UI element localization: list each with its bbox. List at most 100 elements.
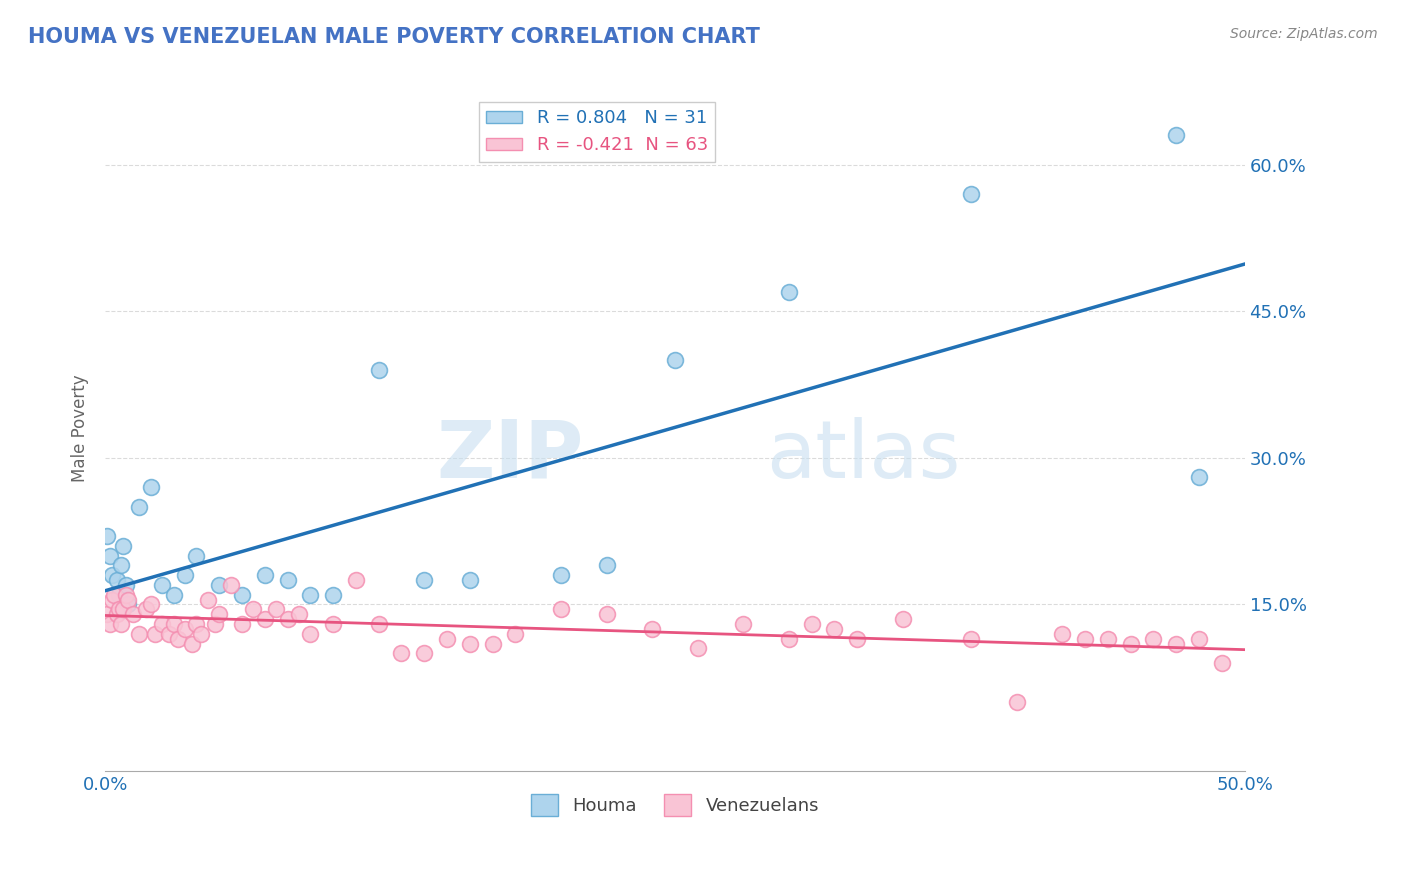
Point	[242, 602, 264, 616]
Point	[167, 632, 190, 646]
Point	[1119, 637, 1142, 651]
Point	[322, 617, 344, 632]
Point	[733, 617, 755, 632]
Point	[481, 637, 503, 651]
Point	[550, 568, 572, 582]
Point	[128, 627, 150, 641]
Point	[143, 627, 166, 641]
Point	[98, 617, 121, 632]
Point	[117, 598, 139, 612]
Point	[180, 637, 202, 651]
Point	[322, 588, 344, 602]
Point	[276, 612, 298, 626]
Point	[595, 558, 617, 573]
Point	[253, 568, 276, 582]
Point	[174, 568, 197, 582]
Point	[1074, 632, 1097, 646]
Point	[288, 607, 311, 622]
Legend: Houma, Venezuelans: Houma, Venezuelans	[523, 787, 827, 823]
Point	[208, 578, 231, 592]
Point	[299, 588, 322, 602]
Point	[1188, 470, 1211, 484]
Point	[1052, 627, 1074, 641]
Point	[253, 612, 276, 626]
Point	[108, 602, 131, 616]
Point	[550, 602, 572, 616]
Point	[391, 646, 413, 660]
Point	[101, 592, 124, 607]
Point	[150, 617, 173, 632]
Point	[458, 573, 481, 587]
Point	[778, 632, 800, 646]
Point	[344, 573, 367, 587]
Point	[103, 588, 125, 602]
Point	[139, 480, 162, 494]
Point	[112, 539, 135, 553]
Point	[413, 573, 436, 587]
Point	[1166, 128, 1188, 143]
Point	[150, 578, 173, 592]
Point	[174, 622, 197, 636]
Point	[110, 617, 132, 632]
Text: Source: ZipAtlas.com: Source: ZipAtlas.com	[1230, 27, 1378, 41]
Point	[458, 637, 481, 651]
Point	[1097, 632, 1119, 646]
Point	[595, 607, 617, 622]
Point	[204, 617, 226, 632]
Point	[846, 632, 869, 646]
Point	[101, 568, 124, 582]
Point	[186, 549, 208, 563]
Point	[162, 588, 184, 602]
Point	[186, 617, 208, 632]
Text: HOUMA VS VENEZUELAN MALE POVERTY CORRELATION CHART: HOUMA VS VENEZUELAN MALE POVERTY CORRELA…	[28, 27, 761, 46]
Text: ZIP: ZIP	[436, 417, 583, 495]
Point	[108, 588, 131, 602]
Point	[891, 612, 914, 626]
Y-axis label: Male Poverty: Male Poverty	[72, 375, 89, 483]
Point	[686, 641, 709, 656]
Point	[190, 627, 212, 641]
Point	[505, 627, 527, 641]
Text: atlas: atlas	[766, 417, 960, 495]
Point	[117, 592, 139, 607]
Point	[641, 622, 664, 636]
Point	[367, 363, 389, 377]
Point	[112, 602, 135, 616]
Point	[96, 529, 118, 543]
Point	[135, 602, 157, 616]
Point	[367, 617, 389, 632]
Point	[197, 592, 219, 607]
Point	[114, 578, 136, 592]
Point	[664, 353, 686, 368]
Point	[1166, 637, 1188, 651]
Point	[139, 598, 162, 612]
Point	[436, 632, 458, 646]
Point	[162, 617, 184, 632]
Point	[219, 578, 242, 592]
Point	[128, 500, 150, 514]
Point	[264, 602, 287, 616]
Point	[208, 607, 231, 622]
Point	[800, 617, 823, 632]
Point	[105, 607, 128, 622]
Point	[413, 646, 436, 660]
Point	[1211, 656, 1233, 670]
Point	[96, 607, 118, 622]
Point	[1142, 632, 1164, 646]
Point	[276, 573, 298, 587]
Point	[105, 573, 128, 587]
Point	[823, 622, 845, 636]
Point	[299, 627, 322, 641]
Point	[1188, 632, 1211, 646]
Point	[121, 607, 143, 622]
Point	[110, 558, 132, 573]
Point	[960, 186, 983, 201]
Point	[231, 617, 253, 632]
Point	[1005, 695, 1028, 709]
Point	[231, 588, 253, 602]
Point	[960, 632, 983, 646]
Point	[778, 285, 800, 299]
Point	[157, 627, 180, 641]
Point	[98, 549, 121, 563]
Point	[114, 588, 136, 602]
